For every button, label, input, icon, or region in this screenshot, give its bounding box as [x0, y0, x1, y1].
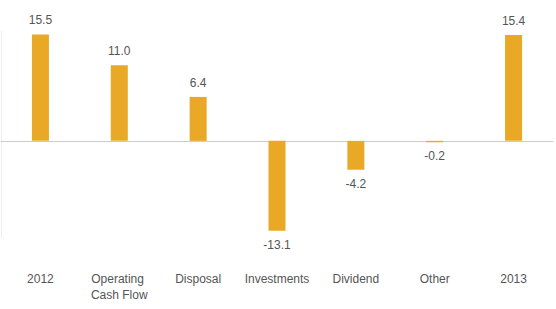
svg-text:Dividend: Dividend: [333, 272, 380, 286]
svg-text:11.0: 11.0: [108, 44, 131, 58]
svg-text:Investments: Investments: [245, 272, 310, 286]
svg-text:Other: Other: [420, 272, 450, 286]
svg-text:-4.2: -4.2: [346, 177, 367, 191]
svg-text:Cash Flow: Cash Flow: [91, 288, 148, 302]
svg-text:15.5: 15.5: [29, 13, 53, 27]
svg-text:-0.2: -0.2: [424, 149, 445, 163]
svg-text:15.4: 15.4: [502, 14, 526, 28]
svg-text:2012: 2012: [27, 272, 54, 286]
svg-text:Disposal: Disposal: [175, 272, 221, 286]
svg-text:Operating: Operating: [91, 272, 147, 286]
svg-text:2013: 2013: [500, 272, 527, 286]
svg-text:6.4: 6.4: [190, 76, 207, 90]
svg-text:-13.1: -13.1: [263, 238, 291, 252]
